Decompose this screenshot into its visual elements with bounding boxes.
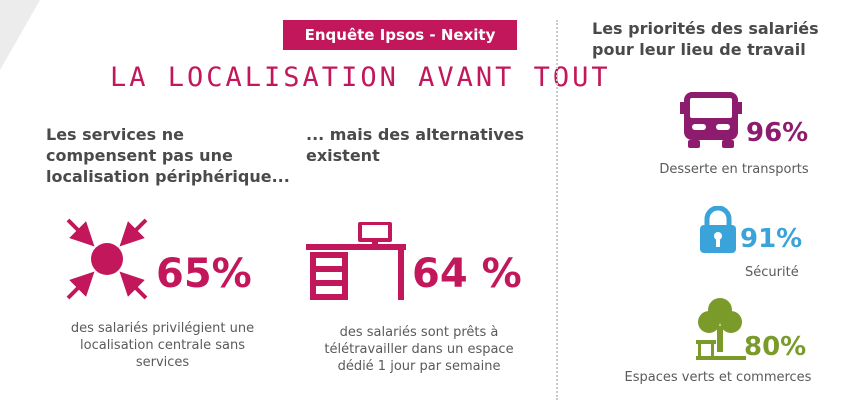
middle-caption-line: dédié 1 jour par semaine <box>337 359 501 374</box>
middle-percent: 64 % <box>412 251 522 297</box>
security-label: Sécurité <box>745 265 799 280</box>
transport-percent: 96% <box>746 118 809 148</box>
arrows-converging-icon <box>66 218 148 300</box>
survey-badge: Enquête Ipsos - Nexity <box>283 20 517 50</box>
transport-label: Desserte en transports <box>659 162 809 177</box>
left-heading: Les services ne compensent pas une local… <box>46 124 306 187</box>
column-divider <box>556 20 558 400</box>
corner-decoration <box>0 0 40 70</box>
middle-caption: des salariés sont prêts à télétravailler… <box>312 324 526 375</box>
middle-heading-line: ... mais des alternatives <box>306 125 525 144</box>
lock-icon <box>700 206 736 253</box>
left-heading-line: Les services ne <box>46 125 184 144</box>
right-heading-line: Les priorités des salariés <box>592 19 819 38</box>
left-percent: 65% <box>156 251 252 297</box>
middle-caption-line: télétravailler dans un espace <box>324 342 514 357</box>
security-percent: 91% <box>740 224 803 254</box>
percent-separator <box>398 262 402 298</box>
green-spaces-percent: 80% <box>744 332 807 362</box>
middle-heading: ... mais des alternatives existent <box>306 124 546 166</box>
bus-icon <box>680 92 742 148</box>
tree-bench-icon <box>696 298 746 360</box>
middle-caption-line: des salariés sont prêts à <box>339 325 499 340</box>
page-title: LA LOCALISATION AVANT TOUT <box>110 62 611 93</box>
left-heading-line: localisation périphérique... <box>46 167 290 186</box>
right-heading-line: pour leur lieu de travail <box>592 40 806 59</box>
green-spaces-label: Espaces verts et commerces <box>624 370 812 385</box>
desk-computer-icon <box>306 222 406 300</box>
middle-heading-line: existent <box>306 146 380 165</box>
right-heading: Les priorités des salariés pour leur lie… <box>592 18 857 60</box>
left-caption: des salariés privilégient une localisati… <box>60 320 265 371</box>
left-caption-line: des salariés privilégient une <box>70 321 255 336</box>
left-caption-line: localisation centrale sans <box>80 338 245 353</box>
left-heading-line: compensent pas une <box>46 146 233 165</box>
left-caption-line: services <box>135 355 190 370</box>
